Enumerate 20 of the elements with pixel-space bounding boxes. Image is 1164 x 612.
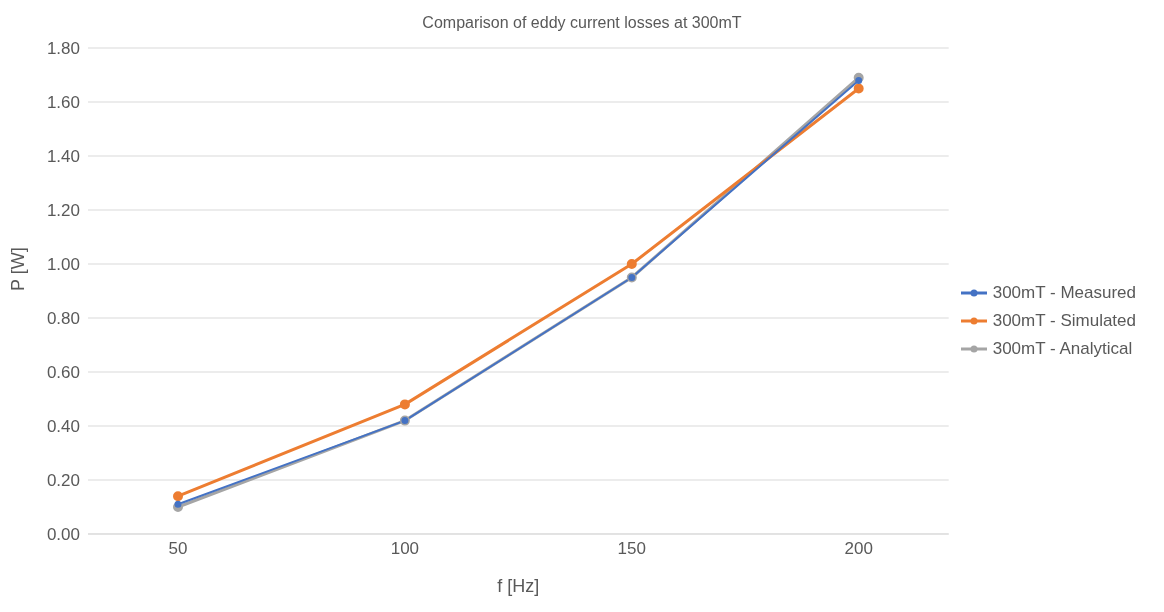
x-tick-label: 100 xyxy=(390,539,420,559)
y-tick-label: 0.40 xyxy=(46,417,80,437)
x-tick-label: 200 xyxy=(844,539,873,559)
legend-label: 300mT - Analytical xyxy=(992,338,1133,360)
y-tick-label: 0.00 xyxy=(46,525,80,545)
x-axis-title: f [Hz] xyxy=(497,576,540,596)
x-tick-label: 50 xyxy=(168,539,188,559)
y-tick-label: 0.20 xyxy=(46,471,80,491)
y-tick-label: 1.60 xyxy=(46,93,80,113)
legend-label: 300mT - Simulated xyxy=(992,310,1136,332)
y-tick-label: 0.60 xyxy=(46,363,80,383)
y-tick-label: 1.00 xyxy=(46,255,80,275)
y-tick-label: 1.40 xyxy=(46,147,80,167)
y-tick-label: 0.80 xyxy=(46,309,80,329)
y-tick-label: 1.20 xyxy=(46,201,80,221)
legend-label: 300mT - Measured xyxy=(992,282,1136,304)
y-axis-title: P [W] xyxy=(8,247,29,291)
y-tick-label: 1.80 xyxy=(46,39,80,59)
chart-title: Comparison of eddy current losses at 300mT xyxy=(421,13,743,33)
x-tick-label: 150 xyxy=(617,539,646,559)
